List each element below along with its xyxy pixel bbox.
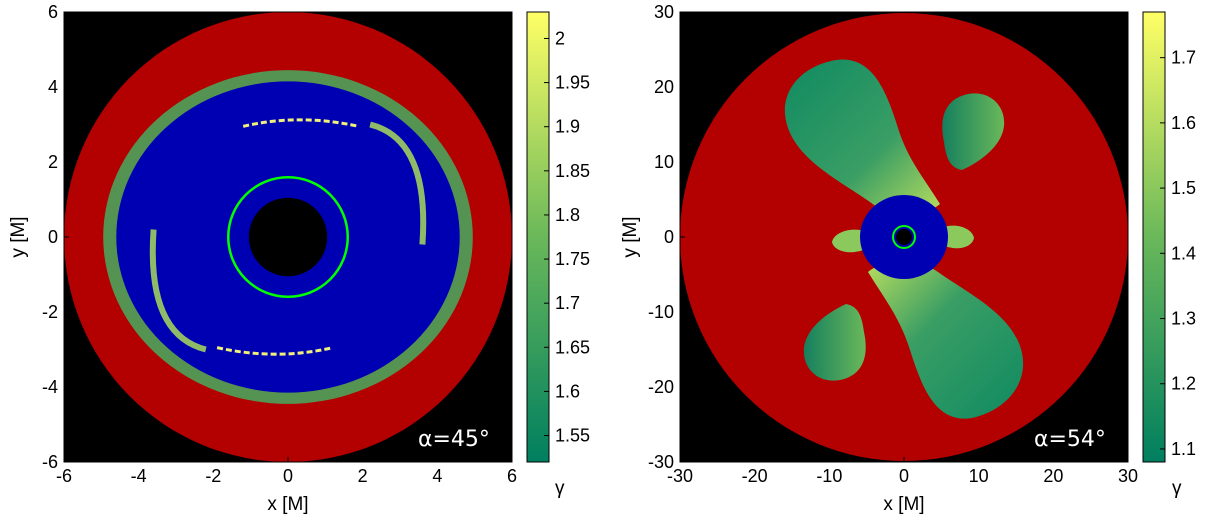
colorbar-tick-label: 1.8 [555, 205, 580, 225]
yellow-arc-top [242, 118, 360, 128]
lobe-upper-right [942, 93, 1005, 170]
colorbar-tick-label: 1.75 [555, 249, 590, 269]
black-hole-1 [248, 197, 328, 277]
y-ticks-2: -30 -20 -10 0 10 20 30 [648, 2, 685, 472]
x-tick-label: 0 [899, 466, 909, 486]
colorbar-tick-label: 1.4 [1171, 243, 1196, 263]
x-tick-label: -10 [816, 466, 842, 486]
colorbar-ticks-2: 1.7 1.6 1.5 1.4 1.3 1.2 1.1 [1160, 48, 1196, 459]
y-tick-label: -10 [648, 302, 674, 322]
lobe-lower-right [868, 261, 1024, 419]
colorbar-tick-label: 1.55 [555, 426, 590, 446]
x-tick-label: -20 [742, 466, 768, 486]
x-axis-label-2: x [M] [883, 494, 924, 514]
x-tick-label: -2 [205, 466, 221, 486]
lobe-upper-left [784, 59, 940, 215]
colorbar-tick-label: 1.85 [555, 161, 590, 181]
x-axis-label-1: x [M] [267, 494, 308, 514]
y-tick-label: -2 [42, 302, 58, 322]
alpha-annotation-1: α=45° [418, 427, 490, 452]
x-tick-label: 4 [432, 466, 442, 486]
green-arc-upper-right [369, 121, 427, 245]
colorbar-tick-label: 1.6 [555, 381, 580, 401]
green-circle-2 [892, 225, 916, 249]
y-tick-label: 2 [48, 152, 58, 172]
colorbar-tick-label: 1.2 [1171, 374, 1196, 394]
colorbar-tick-label: 1.9 [555, 117, 580, 137]
alpha-annotation-2: α=54° [1034, 427, 1106, 452]
y-tick-label: -4 [42, 377, 58, 397]
y-tick-label: 4 [48, 77, 58, 97]
x-tick-label: 0 [283, 466, 293, 486]
green-circle-1 [227, 176, 349, 298]
black-hole-2 [896, 229, 912, 245]
yellow-arc-bottom [216, 346, 334, 356]
colorbar-label-1: γ [555, 478, 565, 499]
colorbar-tick-label: 2 [555, 28, 565, 48]
colorbar-label-2: γ [1172, 478, 1182, 499]
y-tick-label: 6 [48, 2, 58, 22]
x-ticks-1: -6 -4 -2 0 2 4 6 [56, 457, 517, 486]
lobe-lower-left [803, 304, 866, 381]
colorbar-tick-label: 1.3 [1171, 309, 1196, 329]
colorbar-ticks-1: 2 1.95 1.9 1.85 1.8 1.75 1.7 1.65 1.6 1.55 [544, 28, 590, 446]
colorbar-1 [526, 11, 550, 463]
y-ticks-1: -6 -4 -2 0 2 4 6 [42, 2, 69, 472]
colorbar-tick-label: 1.7 [1171, 48, 1196, 68]
colorbar-tick-label: 1.5 [1171, 178, 1196, 198]
y-tick-label: -6 [42, 452, 58, 472]
x-tick-label: -30 [667, 466, 693, 486]
x-tick-label: 2 [358, 466, 368, 486]
y-axis-label-1: y [M] [8, 216, 29, 257]
green-arc-lower-left [149, 229, 207, 353]
y-tick-label: -20 [648, 377, 674, 397]
small-lobe-left [832, 229, 868, 253]
x-tick-label: 6 [507, 466, 517, 486]
x-tick-label: -6 [56, 466, 72, 486]
y-tick-label: 10 [654, 152, 674, 172]
y-tick-label: 20 [654, 77, 674, 97]
small-lobe-right [940, 225, 974, 249]
colorbar-tick-label: 1.6 [1171, 113, 1196, 133]
x-tick-label: 10 [969, 466, 989, 486]
x-tick-label: 20 [1043, 466, 1063, 486]
colorbar-tick-label: 1.95 [555, 73, 590, 93]
x-tick-label: -4 [131, 466, 147, 486]
y-tick-label: 30 [654, 2, 674, 22]
colorbar-2 [1142, 11, 1166, 463]
y-tick-label: 0 [664, 227, 674, 247]
y-axis-label-2: y [M] [620, 216, 641, 257]
colorbar-tick-label: 1.65 [555, 337, 590, 357]
x-ticks-2: -30 -20 -10 0 10 20 30 [667, 457, 1138, 486]
colorbar-tick-label: 1.1 [1171, 439, 1196, 459]
x-tick-label: 30 [1118, 466, 1138, 486]
colorbar-tick-label: 1.7 [555, 293, 580, 313]
y-tick-label: -30 [648, 452, 674, 472]
y-tick-label: 0 [48, 227, 58, 247]
